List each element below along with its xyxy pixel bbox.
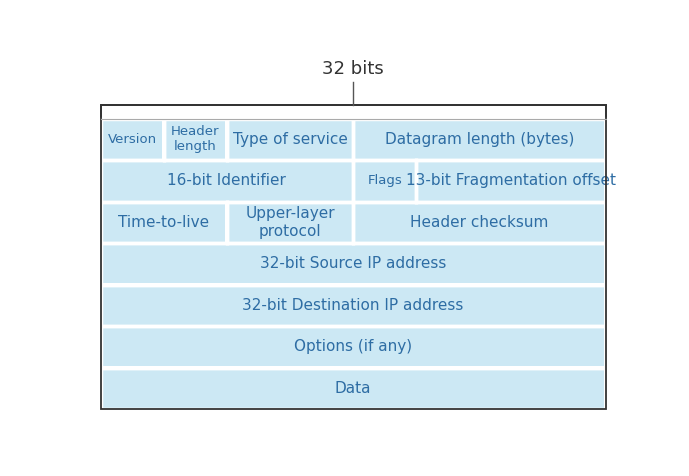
Text: 32-bit Destination IP address: 32-bit Destination IP address [243, 298, 464, 313]
Text: Options (if any): Options (if any) [294, 339, 412, 354]
Text: Header checksum: Header checksum [410, 215, 548, 230]
Text: 16-bit Identifier: 16-bit Identifier [167, 173, 286, 188]
Bar [165, 120, 225, 159]
Bar [101, 105, 606, 409]
Bar [102, 161, 351, 200]
Text: 32-bit Source IP address: 32-bit Source IP address [260, 257, 446, 271]
Bar [102, 244, 604, 284]
Text: Flags: Flags [367, 174, 402, 188]
Bar [355, 120, 604, 159]
Text: Datagram length (bytes): Datagram length (bytes) [384, 132, 574, 147]
Bar [355, 203, 604, 242]
Bar [102, 327, 604, 367]
Bar [102, 368, 604, 408]
Bar [102, 203, 225, 242]
Bar [418, 161, 604, 200]
Text: Type of service: Type of service [232, 132, 347, 147]
Bar [229, 120, 351, 159]
Bar [102, 120, 162, 159]
Text: Upper-layer
protocol: Upper-layer protocol [245, 206, 335, 238]
Text: Time-to-live: Time-to-live [118, 215, 209, 230]
Bar [101, 105, 606, 409]
Text: 13-bit Fragmentation offset: 13-bit Fragmentation offset [406, 173, 616, 188]
Text: Header
length: Header length [171, 126, 220, 153]
Bar [102, 286, 604, 325]
Text: Data: Data [335, 381, 371, 396]
Bar [229, 203, 351, 242]
Bar [355, 161, 415, 200]
Text: 32 bits: 32 bits [322, 60, 384, 78]
Text: Version: Version [107, 133, 156, 146]
